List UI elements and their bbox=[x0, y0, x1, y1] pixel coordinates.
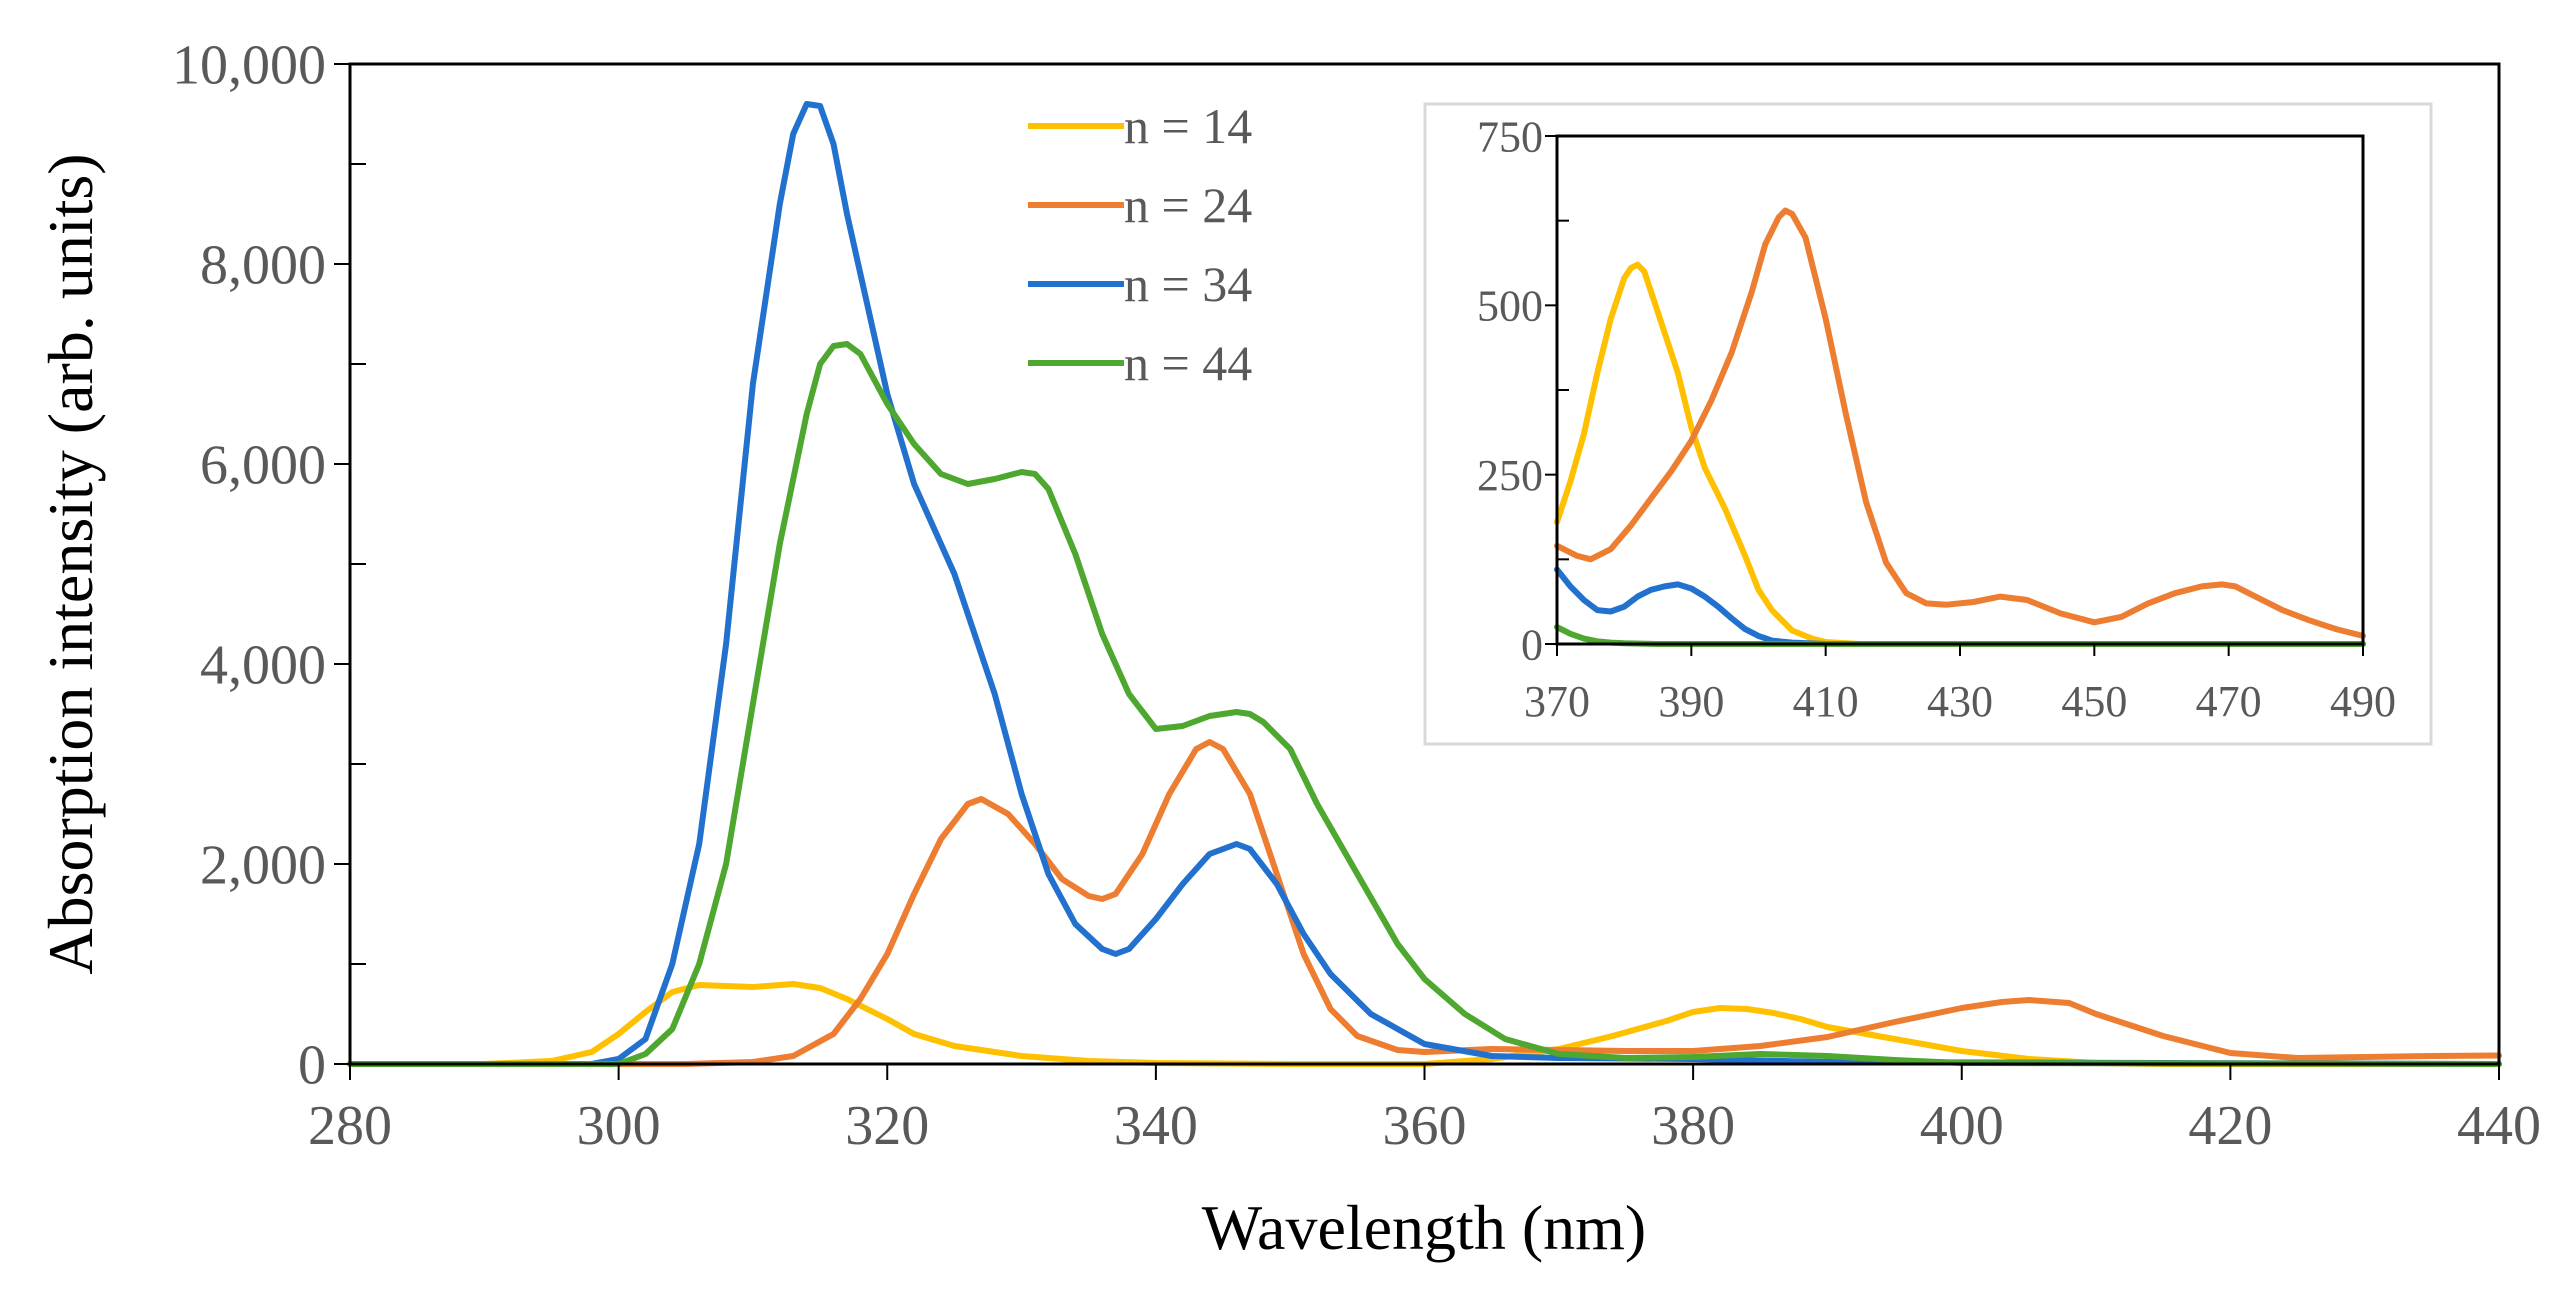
inset-x-tick-label-450: 450 bbox=[2061, 677, 2127, 726]
inset-x-tick-labels: 370 390 410 430 450 470 490 bbox=[1524, 677, 2396, 726]
inset-y-tick-labels: 0 250 500 750 bbox=[1477, 112, 1543, 669]
main-y-tick-label-10000: 10,000 bbox=[172, 35, 326, 97]
main-x-tick-label-320: 320 bbox=[845, 1095, 929, 1157]
x-axis-title: Wavelength (nm) bbox=[1202, 1192, 1646, 1263]
legend-label-n-44: n = 44 bbox=[1124, 335, 1252, 391]
legend-label-n-34: n = 34 bbox=[1124, 256, 1252, 312]
inset-y-tick-label-500: 500 bbox=[1477, 282, 1543, 331]
inset-y-tick-label-0: 0 bbox=[1521, 620, 1543, 669]
legend: n = 14 n = 24 n = 34 n = 44 bbox=[1028, 98, 1252, 391]
inset-x-tick-label-430: 430 bbox=[1927, 677, 1993, 726]
main-chart: 280 300 320 340 360 380 400 420 440 0 2,000 4,000 6… bbox=[35, 35, 2541, 1263]
main-y-tick-label-4000: 4,000 bbox=[200, 635, 326, 697]
main-x-tick-label-280: 280 bbox=[308, 1095, 392, 1157]
main-x-tick-labels: 280 300 320 340 360 380 400 420 440 bbox=[308, 1095, 2541, 1157]
main-x-tick-label-340: 340 bbox=[1114, 1095, 1198, 1157]
inset-series-line-n-34 bbox=[1554, 566, 2366, 647]
legend-label-n-24: n = 24 bbox=[1124, 177, 1252, 233]
inset-series-line-n-24 bbox=[1554, 207, 2366, 639]
main-series-line-n-34 bbox=[347, 101, 2502, 1067]
inset-x-tick-label-410: 410 bbox=[1793, 677, 1859, 726]
inset-series-line-n-14 bbox=[1554, 261, 2366, 647]
y-axis-title: Absorption intensity (arb. units) bbox=[35, 153, 106, 974]
main-y-tick-label-2000: 2,000 bbox=[200, 835, 326, 897]
main-y-tick-label-8000: 8,000 bbox=[200, 235, 326, 297]
main-series-line-n-44 bbox=[347, 341, 2502, 1067]
main-x-tick-label-300: 300 bbox=[577, 1095, 661, 1157]
main-y-tick-label-6000: 6,000 bbox=[200, 435, 326, 497]
inset-axis-ticks bbox=[1545, 135, 2364, 656]
main-series-lines bbox=[347, 101, 2502, 1067]
inset-x-tick-label-390: 390 bbox=[1658, 677, 1724, 726]
main-axis-ticks bbox=[334, 63, 2500, 1080]
main-x-tick-label-360: 360 bbox=[1383, 1095, 1467, 1157]
main-x-tick-label-380: 380 bbox=[1651, 1095, 1735, 1157]
main-y-tick-label-0: 0 bbox=[298, 1035, 326, 1097]
main-x-tick-label-420: 420 bbox=[2188, 1095, 2272, 1157]
inset-chart: 370 390 410 430 450 470 490 0 250 500 750 bbox=[1423, 102, 2433, 746]
legend-label-n-14: n = 14 bbox=[1124, 98, 1252, 154]
main-series-line-n-24 bbox=[347, 739, 2502, 1067]
inset-y-tick-label-250: 250 bbox=[1477, 451, 1543, 500]
main-x-tick-label-440: 440 bbox=[2457, 1095, 2541, 1157]
inset-x-tick-label-490: 490 bbox=[2330, 677, 2396, 726]
main-y-tick-labels: 0 2,000 4,000 6,000 8,000 10,000 bbox=[172, 35, 326, 1097]
inset-y-tick-label-750: 750 bbox=[1477, 112, 1543, 161]
inset-x-tick-label-370: 370 bbox=[1524, 677, 1590, 726]
inset-x-tick-label-470: 470 bbox=[2196, 677, 2262, 726]
main-x-tick-label-400: 400 bbox=[1920, 1095, 2004, 1157]
inset-background bbox=[1423, 102, 2433, 746]
